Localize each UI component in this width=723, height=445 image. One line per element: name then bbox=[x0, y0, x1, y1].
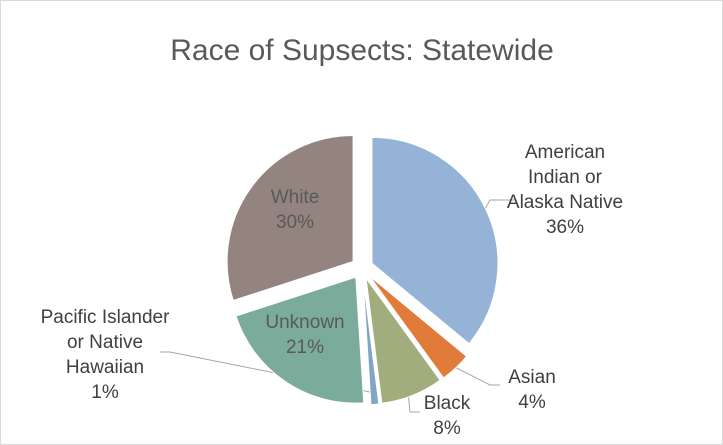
value-label: 30% bbox=[275, 212, 315, 233]
slice-label: Pacific Islander or Native Hawaiian 1% bbox=[30, 305, 180, 405]
slice-label: Asian 4% bbox=[492, 365, 572, 415]
pie-slice bbox=[226, 135, 354, 302]
leader-line bbox=[407, 391, 420, 413]
pie-slice bbox=[362, 278, 380, 406]
pie-slice bbox=[371, 136, 499, 345]
value-label: 21% bbox=[285, 337, 325, 358]
slice-label: Black 8% bbox=[412, 391, 482, 441]
slice-label: White 30% bbox=[240, 185, 350, 235]
category-label: Black bbox=[423, 393, 471, 414]
value-label: 4% bbox=[518, 392, 546, 413]
category-label: Asian bbox=[508, 367, 556, 388]
category-label: White bbox=[270, 187, 320, 208]
category-label: Pacific Islander or Native Hawaiian bbox=[40, 307, 170, 378]
category-label: Unknown bbox=[265, 312, 345, 333]
chart-title: Race of Supsects: Statewide bbox=[170, 34, 554, 67]
pie-slice bbox=[369, 275, 468, 379]
value-label: 36% bbox=[545, 217, 585, 238]
pie-slice bbox=[235, 276, 365, 404]
leader-line bbox=[444, 361, 500, 386]
slice-label: Unknown 21% bbox=[245, 310, 365, 360]
slice-label: American Indian or Alaska Native 36% bbox=[505, 140, 625, 240]
category-label: American Indian or Alaska Native bbox=[506, 142, 624, 213]
pie-slice bbox=[365, 277, 441, 404]
value-label: 1% bbox=[91, 382, 119, 403]
value-label: 8% bbox=[433, 418, 461, 439]
